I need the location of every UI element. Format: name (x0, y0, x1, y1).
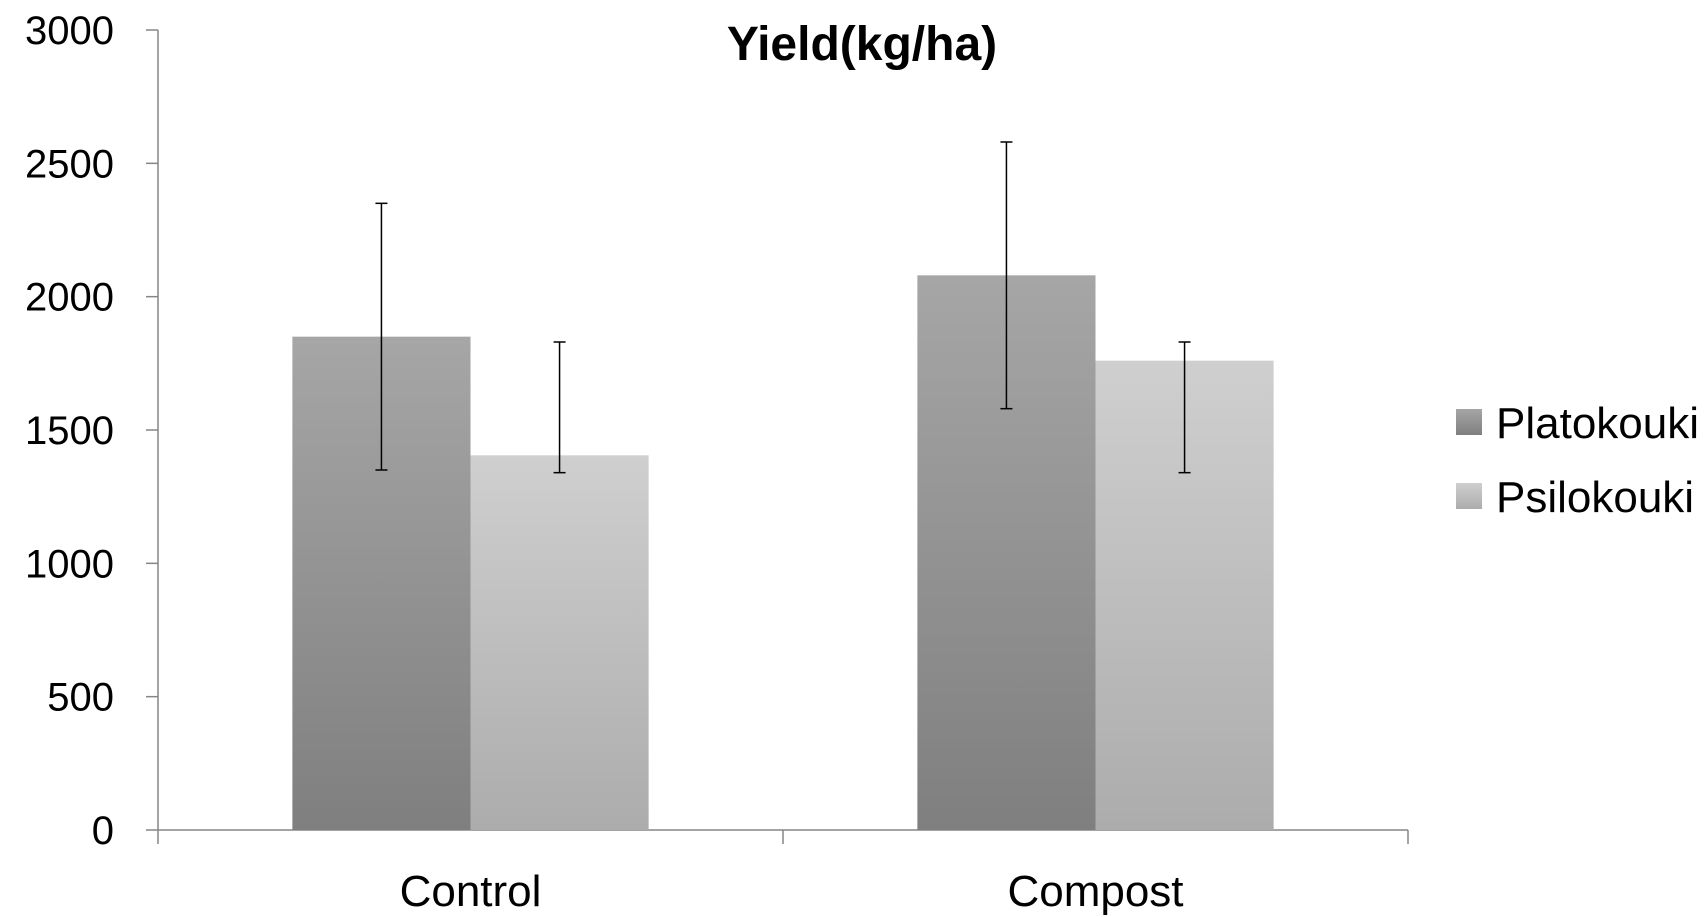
y-tick-label: 3000 (25, 9, 114, 53)
y-tick-label: 2000 (25, 276, 114, 320)
bars (292, 275, 1274, 830)
error-bars (375, 141, 1191, 474)
bar-psilokouki-control (470, 455, 649, 830)
y-tick-label: 1000 (25, 542, 114, 586)
axes: 0 500 1000 1500 2000 2500 3000 Control Compost (25, 9, 1409, 916)
y-tick-label: 0 (92, 809, 114, 853)
legend-label: Psilokouki (1496, 473, 1694, 522)
legend-swatch (1456, 409, 1482, 435)
y-tick-label: 500 (47, 676, 114, 720)
x-tick-label: Control (400, 867, 542, 916)
legend-swatch (1456, 483, 1482, 509)
y-tick-label: 1500 (25, 409, 114, 453)
chart-title: Yield(kg/ha) (727, 18, 997, 71)
legend-label: Platokouki (1496, 399, 1699, 448)
x-tick-label: Compost (1007, 867, 1183, 916)
y-tick-label: 2500 (25, 142, 114, 186)
legend: Platokouki Psilokouki (1456, 399, 1699, 522)
